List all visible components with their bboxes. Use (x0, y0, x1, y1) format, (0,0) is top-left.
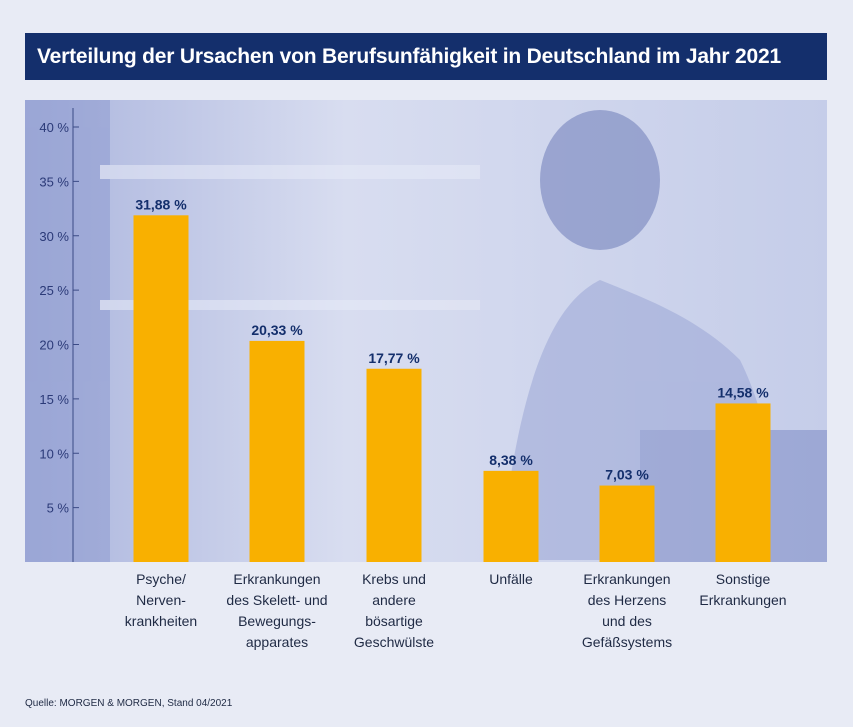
bar-value-label: 20,33 % (251, 322, 303, 338)
bar-value-label: 17,77 % (368, 350, 420, 366)
y-tick-label: 15 % (39, 392, 69, 407)
value-labels: 31,88 % 20,33 % 17,77 % 8,38 % 7,03 % 14,58 % (135, 196, 769, 482)
category-label-line: Psyche/ (136, 571, 186, 587)
y-axis: 5 % 10 % 15 % 20 % 25 % 30 % 35 % 40 % (39, 108, 79, 562)
y-tick-label: 35 % (39, 174, 69, 189)
bars (133, 215, 771, 562)
category-label-line: Erkrankungen (699, 592, 786, 608)
category-label-line: Erkrankungen (583, 571, 670, 587)
category-label-line: Krebs und (362, 571, 426, 587)
bar (249, 340, 305, 562)
category-label: Sonstige Erkrankungen (699, 571, 786, 608)
bar-value-label: 31,88 % (135, 196, 187, 212)
bar (715, 403, 771, 562)
category-label: Psyche/Nerven-krankheiten (125, 571, 197, 629)
bar (366, 368, 422, 562)
bar-value-label: 14,58 % (717, 384, 769, 400)
category-label-line: Geschwülste (354, 634, 434, 650)
category-label-line: Unfälle (489, 571, 533, 587)
category-label: Erkrankungen des Herzens und des Gefäßsyste… (582, 571, 672, 650)
y-tick-label: 25 % (39, 283, 69, 298)
source-note: Quelle: MORGEN & MORGEN, Stand 04/2021 (25, 698, 233, 709)
bar (133, 215, 189, 562)
y-tick-label: 10 % (39, 446, 69, 461)
bar (599, 485, 655, 562)
category-label-line: apparates (246, 634, 308, 650)
category-label-line: Sonstige (716, 571, 771, 587)
category-label: Krebs und andere bösartige Geschwülste (354, 571, 434, 650)
y-tick-label: 20 % (39, 338, 69, 353)
category-label: Unfälle (489, 571, 533, 587)
y-tick-label: 40 % (39, 120, 69, 135)
chart-title: Verteilung der Ursachen von Berufsunfähi… (25, 33, 827, 80)
bar-value-label: 8,38 % (489, 452, 533, 468)
category-label-line: andere (372, 592, 416, 608)
x-axis-labels: Psyche/Nerven-krankheiten Erkrankungen des… (125, 571, 787, 650)
category-label-line: bösartige (365, 613, 423, 629)
y-tick-label: 30 % (39, 229, 69, 244)
bar (483, 470, 539, 562)
category-label-line: krankheiten (125, 613, 197, 629)
category-label-line: des Herzens (588, 592, 667, 608)
category-label-line: Nerven- (136, 592, 186, 608)
category-label-line: und des (602, 613, 652, 629)
category-label-line: Bewegungs- (238, 613, 316, 629)
category-label-line: Erkrankungen (233, 571, 320, 587)
category-label: Erkrankungen des Skelett- und Bewegungs-ap… (226, 571, 327, 650)
category-label-line: des Skelett- und (226, 592, 327, 608)
y-tick-label: 5 % (47, 501, 70, 516)
category-label-line: Gefäßsystems (582, 634, 672, 650)
bar-value-label: 7,03 % (605, 467, 649, 483)
